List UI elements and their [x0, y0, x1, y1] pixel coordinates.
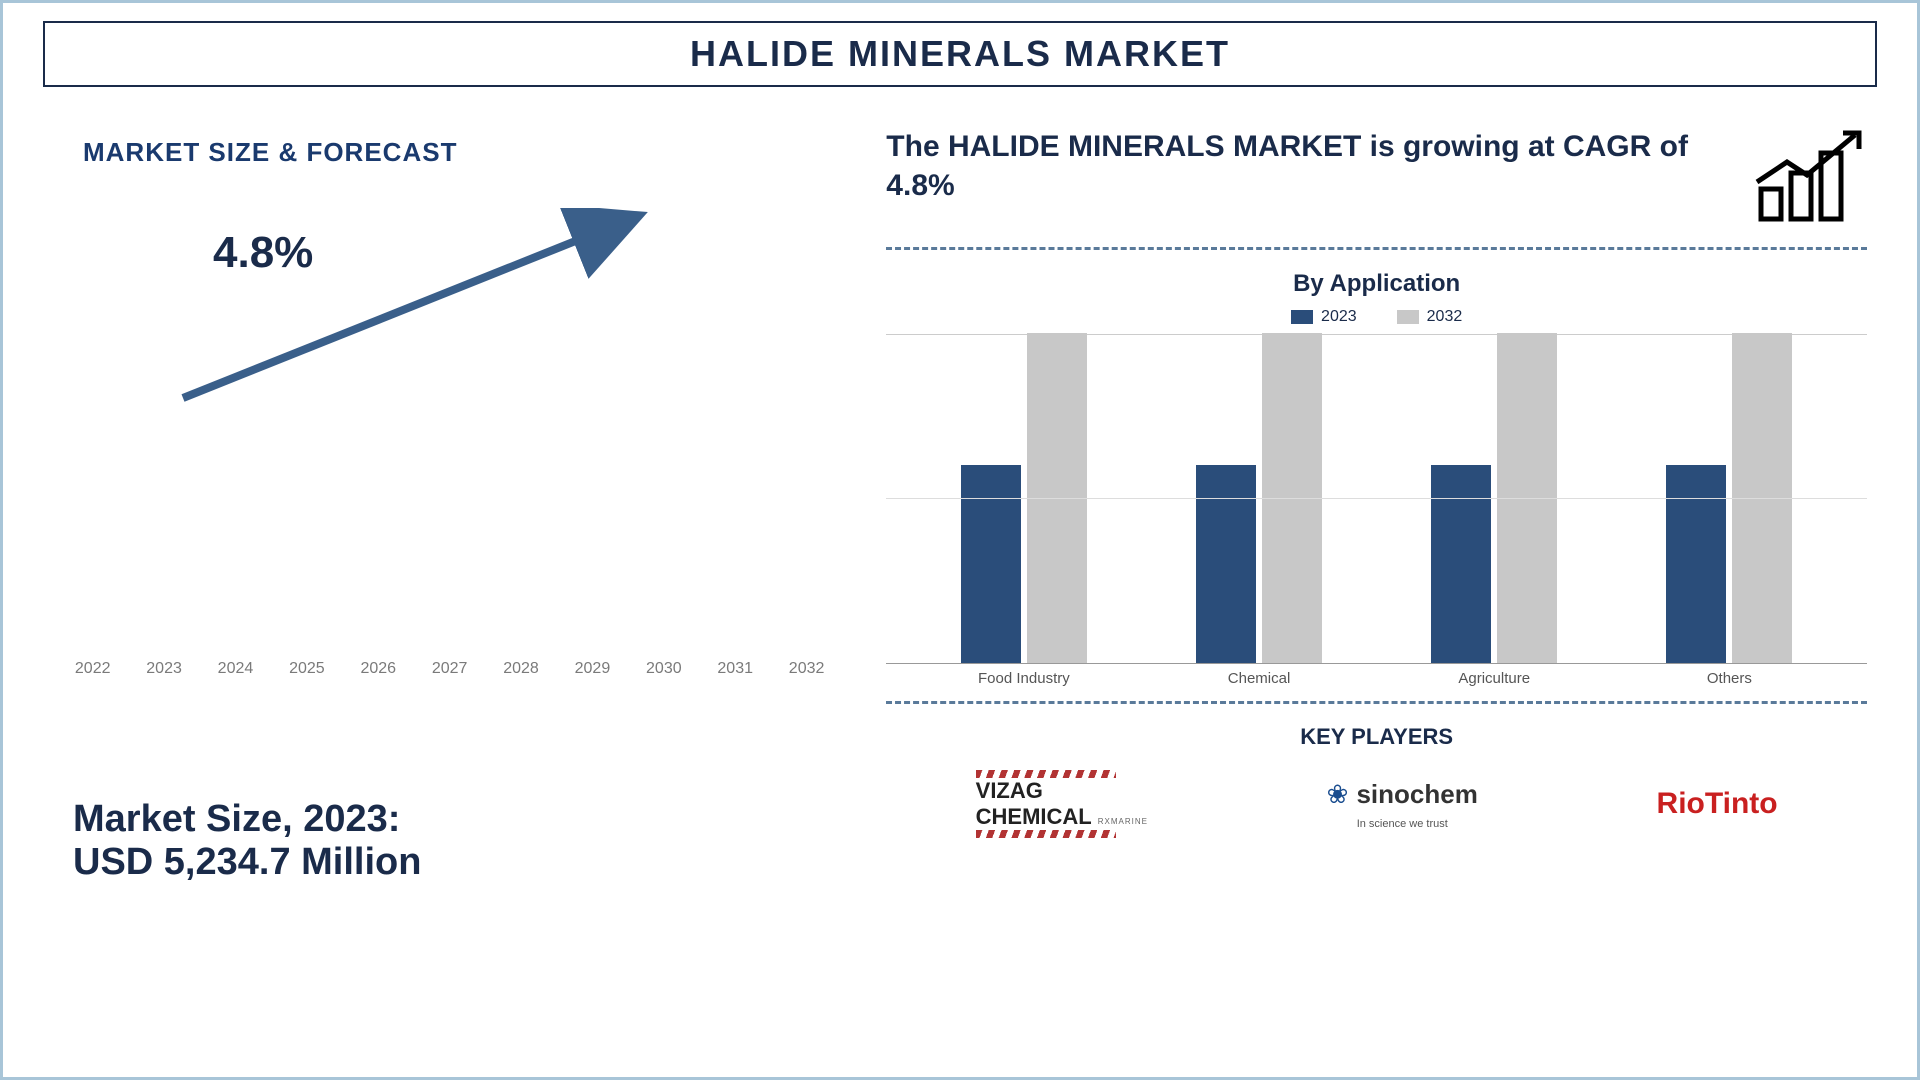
legend-label-2032: 2032 — [1427, 308, 1463, 326]
forecast-bar-col: 2025 — [277, 652, 336, 678]
right-panel: The HALIDE MINERALS MARKET is growing at… — [866, 117, 1897, 1045]
content-row: MARKET SIZE & FORECAST 4.8% 2022 2023 2024… — [23, 117, 1897, 1045]
growing-box: The HALIDE MINERALS MARKET is growing at… — [886, 127, 1867, 227]
divider-dashed-2 — [886, 701, 1867, 704]
forecast-bar-col: 2031 — [706, 652, 765, 678]
forecast-bar-col: 2027 — [420, 652, 479, 678]
vizag-line1: VIZAG — [976, 780, 1148, 802]
app-chart-x-labels: Food Industry Chemical Agriculture Others — [886, 664, 1867, 687]
infographic-frame: HALIDE MINERALS MARKET MARKET SIZE & FOR… — [0, 0, 1920, 1080]
app-category-label: Chemical — [1194, 670, 1324, 687]
app-chart-legend: 2023 2032 — [886, 308, 1867, 326]
app-chart-title: By Application — [886, 270, 1867, 298]
legend-label-2023: 2023 — [1321, 308, 1357, 326]
sinochem-name: sinochem — [1356, 779, 1477, 810]
growing-text: The HALIDE MINERALS MARKET is growing at… — [886, 127, 1727, 205]
forecast-bar-col: 2029 — [563, 652, 622, 678]
forecast-bar-year: 2029 — [575, 660, 611, 678]
forecast-bar-year: 2028 — [503, 660, 539, 678]
market-size-line1: Market Size, 2023: — [73, 798, 846, 841]
app-category-label: Agriculture — [1429, 670, 1559, 687]
market-size-text: Market Size, 2023: USD 5,234.7 Million — [73, 798, 846, 884]
page-title: HALIDE MINERALS MARKET — [45, 33, 1875, 75]
cagr-label: 4.8% — [213, 228, 313, 278]
forecast-bar-year: 2022 — [75, 660, 111, 678]
sinochem-leaf-icon: ❀ — [1327, 779, 1349, 810]
vizag-sub: RXMARINE — [1098, 817, 1148, 826]
left-panel: MARKET SIZE & FORECAST 4.8% 2022 2023 2024… — [23, 117, 866, 1045]
forecast-bar-col: 2026 — [349, 652, 408, 678]
growth-chart-icon — [1747, 127, 1867, 227]
sinochem-tagline: In science we trust — [1357, 818, 1448, 830]
forecast-bar-col: 2024 — [206, 652, 265, 678]
legend-swatch-2032 — [1397, 310, 1419, 324]
key-players-title: KEY PLAYERS — [886, 724, 1867, 750]
legend-item-2032: 2032 — [1397, 308, 1463, 326]
forecast-bar-col: 2030 — [634, 652, 693, 678]
forecast-bar-col: 2023 — [134, 652, 193, 678]
title-box: HALIDE MINERALS MARKET — [43, 21, 1877, 87]
logo-vizag: VIZAG CHEMICAL RXMARINE — [976, 770, 1148, 838]
forecast-bar-year: 2031 — [717, 660, 753, 678]
forecast-bar-year: 2027 — [432, 660, 468, 678]
app-bar-2023 — [1431, 465, 1491, 663]
forecast-bar-year: 2030 — [646, 660, 682, 678]
vizag-stripes-bottom — [976, 830, 1116, 838]
logo-riotinto: RioTinto — [1657, 787, 1778, 821]
app-bar-2023 — [1666, 465, 1726, 663]
logo-sinochem: ❀ sinochem In science we trust — [1327, 779, 1478, 830]
forecast-bar-col: 2022 — [63, 652, 122, 678]
logos-row: VIZAG CHEMICAL RXMARINE ❀ sinochem In sc… — [886, 770, 1867, 838]
left-subhead: MARKET SIZE & FORECAST — [83, 137, 846, 168]
forecast-bar-year: 2032 — [789, 660, 825, 678]
legend-item-2023: 2023 — [1291, 308, 1357, 326]
forecast-bar-year: 2025 — [289, 660, 325, 678]
app-bar-2023 — [1196, 465, 1256, 663]
forecast-bar-col: 2032 — [777, 652, 836, 678]
app-category-label: Food Industry — [959, 670, 1089, 687]
forecast-bar-year: 2023 — [146, 660, 182, 678]
app-bar-2023 — [961, 465, 1021, 663]
forecast-bar-year: 2026 — [360, 660, 396, 678]
legend-swatch-2023 — [1291, 310, 1313, 324]
forecast-bar-year: 2024 — [218, 660, 254, 678]
forecast-bar-chart: 4.8% 2022 2023 2024 2025 2026 2027 2028 2029 203… — [53, 198, 846, 758]
forecast-bar-col: 2028 — [491, 652, 550, 678]
vizag-stripes-top — [976, 770, 1116, 778]
application-bar-chart — [886, 334, 1867, 664]
divider-dashed-1 — [886, 247, 1867, 250]
vizag-line2: CHEMICAL — [976, 806, 1092, 828]
app-category-label: Others — [1664, 670, 1794, 687]
app-chart-gridline — [886, 498, 1867, 499]
market-size-line2: USD 5,234.7 Million — [73, 841, 846, 884]
